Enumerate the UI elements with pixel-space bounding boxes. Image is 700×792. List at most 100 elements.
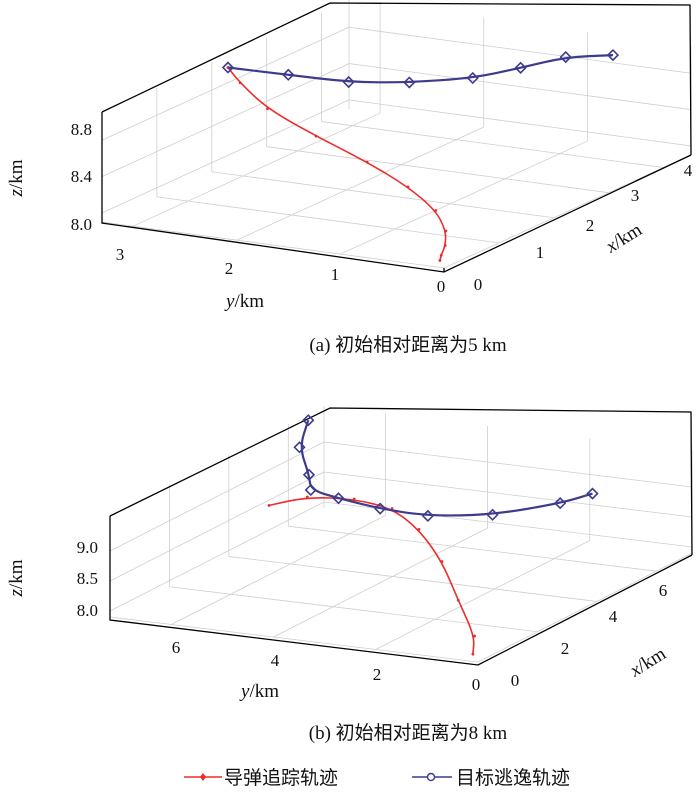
target-point-b-6 (304, 483, 317, 497)
missile-point-b-6 (352, 497, 356, 501)
floor-grid-x-3 (266, 146, 609, 194)
missile-point-a-2 (443, 244, 447, 247)
back-grid-z-0 (101, 99, 350, 214)
target-point-b-0 (586, 487, 599, 500)
missile-point-a-7 (314, 134, 318, 138)
floor-grid-y-0 (171, 515, 386, 625)
y-tick-label-b-1: 4 (271, 651, 280, 670)
floor-grid-y-3 (477, 552, 693, 663)
axes-box-b (109, 407, 693, 666)
y-tick-label-a-3: 0 (437, 277, 446, 296)
floor-grid-x-4 (321, 121, 664, 168)
missile-point-a-6 (365, 160, 369, 164)
target-point-a-0 (221, 61, 235, 74)
caption-b: (b) 初始相对距离为8 km (309, 722, 508, 744)
legend-item-target: 目标逃逸轨迹 (412, 767, 570, 789)
legend: 导弹追踪轨迹 目标逃逸轨迹 (184, 767, 570, 789)
grid-b (109, 406, 693, 663)
target-point-b-5 (332, 492, 345, 505)
missile-point-b-7 (305, 495, 309, 499)
y-tick-label-a-1: 2 (225, 259, 234, 278)
missile-point-b-2 (456, 598, 460, 602)
floor-grid-y-1 (273, 527, 488, 638)
caption-a: (a) 初始相对距离为5 km (309, 334, 507, 356)
missile-point-a-4 (434, 209, 438, 212)
z-tick-label-a-1: 8.4 (71, 167, 93, 186)
back-grid-z-2 (109, 441, 325, 552)
target-point-b-2 (486, 508, 499, 521)
x-tick-label-a-2: 2 (586, 216, 595, 235)
x-tick-label-b-0: 0 (511, 671, 520, 690)
missile-point-a-3 (444, 229, 448, 233)
target-point-a-6 (559, 50, 572, 64)
back-grid-z-0 (109, 501, 325, 612)
y-axis-label-a: y/km (224, 291, 264, 312)
y-axis-label-b: y/km (239, 681, 279, 702)
floor-grid-x-2 (228, 556, 597, 602)
side-grid-z-2 (323, 441, 693, 488)
z-tick-label-b-2: 9.0 (77, 538, 98, 557)
floor-grid-x-2 (211, 171, 554, 219)
grid-a (101, 0, 692, 269)
side-grid-z-0 (348, 99, 692, 147)
side-grid-z-2 (348, 26, 692, 74)
legend-target-marker (426, 772, 436, 782)
y-tick-label-a-2: 1 (331, 265, 340, 284)
z-tick-label-a-2: 8.8 (71, 120, 92, 139)
series-a (221, 48, 620, 262)
z-tick-label-b-1: 8.5 (77, 569, 98, 588)
floor-grid-x-1 (156, 196, 499, 244)
back-grid-z-2 (101, 26, 350, 141)
panel-b: 8.0 8.5 9.0 z/km 6 4 2 0 y/km 0 2 4 6 x/… (6, 406, 693, 744)
x-tick-label-a-0: 0 (474, 275, 483, 294)
target-point-a-7 (606, 48, 620, 62)
series-line-a-0 (227, 66, 447, 261)
z-axis-label-a: z/km (6, 159, 27, 197)
target-point-b-7 (302, 468, 316, 481)
x-tick-label-b-2: 4 (609, 607, 618, 626)
z-tick-label-a-0: 8.0 (71, 215, 92, 234)
x-tick-label-a-4: 4 (684, 161, 693, 180)
x-tick-label-b-1: 2 (561, 639, 570, 658)
side-grid-z-1 (348, 63, 692, 110)
x-axis-label-b: x/km (626, 643, 670, 682)
target-point-b-9 (302, 414, 315, 427)
floor-grid-x-0 (109, 616, 479, 663)
floor-grid-y-0 (132, 112, 381, 227)
target-point-b-1 (554, 497, 567, 510)
legend-missile-marker (200, 773, 206, 781)
y-tick-label-b-3: 0 (472, 675, 481, 694)
y-tick-label-b-2: 2 (373, 665, 382, 684)
missile-point-b-8 (267, 504, 271, 507)
x-tick-label-a-3: 3 (631, 186, 640, 205)
missile-point-b-3 (440, 560, 444, 563)
back-grid-z-1 (101, 63, 350, 177)
x-axis-label-a: x/km (602, 219, 646, 258)
x-tick-label-a-1: 1 (536, 243, 545, 262)
panel-a: 8.0 8.4 8.8 z/km 3 2 1 0 y/km 0 1 2 3 4 … (6, 0, 693, 356)
floor-grid-x-1 (169, 586, 538, 633)
series-b (267, 414, 599, 656)
legend-target-label: 目标逃逸轨迹 (456, 767, 570, 789)
missile-point-b-4 (417, 528, 421, 531)
target-point-a-5 (514, 61, 527, 74)
z-axis-label-b: z/km (6, 559, 27, 597)
floor-grid-y-1 (236, 126, 484, 241)
axes-box-a (101, 2, 692, 273)
missile-point-a-0 (438, 259, 442, 262)
x-tick-label-b-3: 6 (659, 581, 668, 600)
floor-grid-y-2 (340, 140, 588, 255)
side-grid-z-1 (323, 471, 693, 518)
target-point-b-8 (293, 441, 306, 454)
floor-grid-x-3 (288, 525, 657, 572)
floor-grid-y-2 (375, 540, 590, 650)
missile-point-b-0 (471, 652, 475, 656)
y-tick-label-a-0: 3 (116, 245, 125, 264)
z-tick-label-b-0: 8.0 (77, 601, 98, 620)
missile-point-a-8 (266, 107, 269, 111)
target-point-a-3 (403, 76, 416, 89)
legend-item-missile: 导弹追踪轨迹 (184, 767, 338, 789)
missile-point-a-5 (406, 185, 410, 189)
back-grid-z-1 (109, 471, 325, 582)
